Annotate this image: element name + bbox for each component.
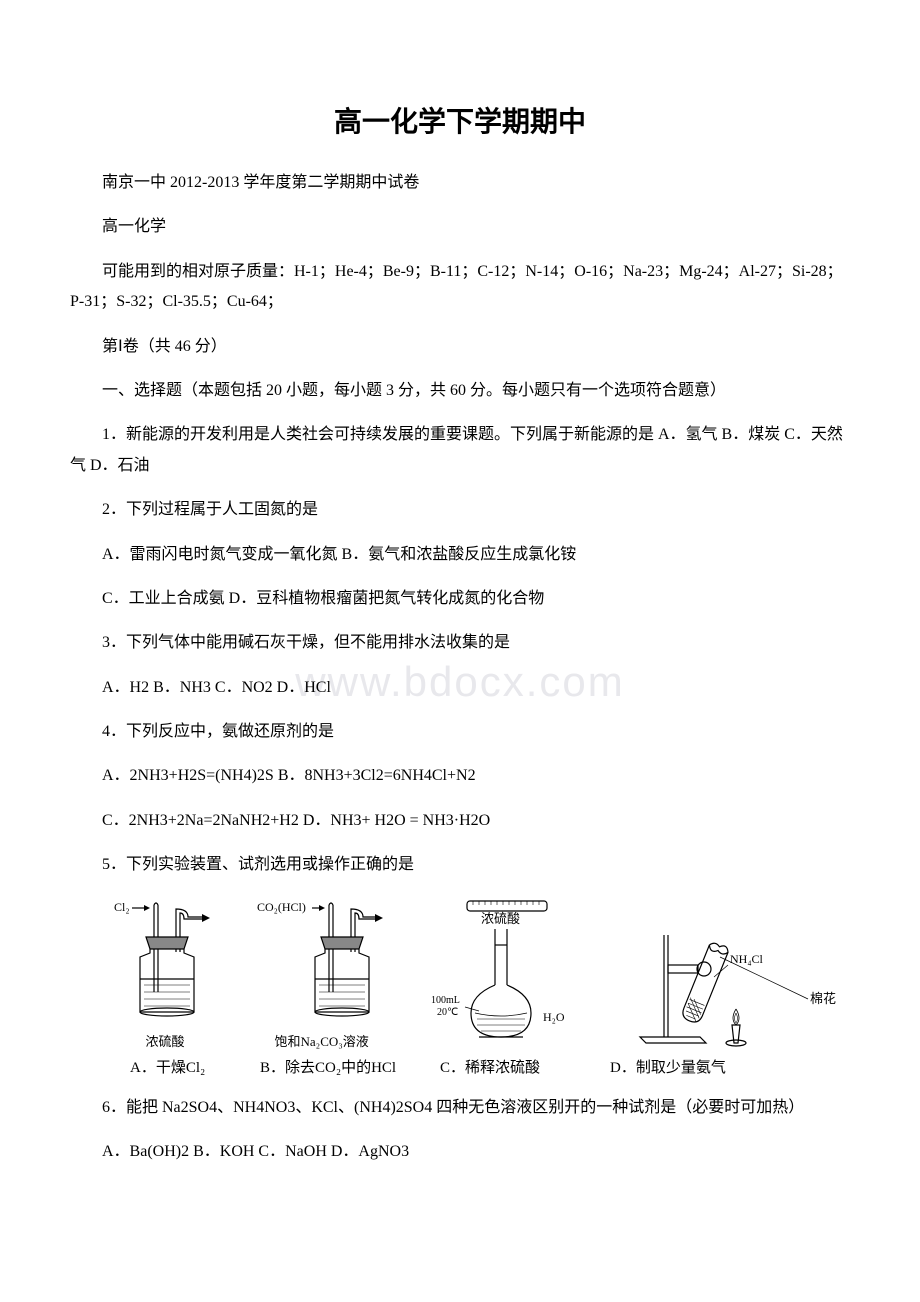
section-line: 第Ⅰ卷（共 46 分）	[70, 332, 850, 362]
question-1: 1．新能源的开发利用是人类社会可持续发展的重要课题。下列属于新能源的是 A．氢气…	[70, 420, 850, 481]
apparatus-b-inlet-label: CO₂(HCl)	[257, 900, 306, 914]
apparatus-d-cotton-label: 棉花	[810, 991, 836, 1006]
apparatus-c-svg: 浓硫酸	[423, 895, 593, 1050]
apparatus-a-label: 浓硫酸	[145, 1031, 184, 1050]
question-4-options-b: C．2NH3+2Na=2NaNH2+H2 D．NH3+ H2O = NH3·H2…	[70, 806, 850, 836]
apparatus-b-label: 饱和Na₂CO₃溶液	[275, 1031, 369, 1050]
question-2-options-b: C．工业上合成氨 D．豆科植物根瘤菌把氮气转化成氮的化合物	[70, 584, 850, 614]
caption-d: D．制取少量氨气	[610, 1056, 726, 1077]
question-4-options-a: A．2NH3+H2S=(NH4)2S B．8NH3+3Cl2=6NH4Cl+N2	[70, 761, 850, 791]
question-2: 2．下列过程属于人工固氮的是	[70, 495, 850, 525]
question-2-options-a: A．雷雨闪电时氮气变成一氧化氮 B．氨气和浓盐酸反应生成氯化铵	[70, 540, 850, 570]
question-6: 6．能把 Na2SO4、NH4NO3、KCl、(NH4)2SO4 四种无色溶液区…	[70, 1093, 850, 1123]
page-title: 高一化学下学期期中	[70, 100, 850, 140]
apparatus-c-top-label: 浓硫酸	[481, 911, 520, 926]
caption-a: A．干燥Cl₂	[130, 1056, 260, 1077]
instructions-line: 一、选择题（本题包括 20 小题，每小题 3 分，共 60 分。每小题只有一个选…	[70, 376, 850, 406]
question-5: 5．下列实验装置、试剂选用或操作正确的是	[70, 850, 850, 880]
apparatus-a-svg: Cl₂	[110, 897, 220, 1027]
caption-c: C．稀释浓硫酸	[440, 1056, 610, 1077]
apparatus-captions: A．干燥Cl₂ B．除去CO₂中的HCl C．稀释浓硫酸 D．制取少量氨气	[130, 1056, 850, 1077]
apparatus-c-flask-label-bot: 20℃	[437, 1007, 458, 1018]
subject-line: 高一化学	[70, 212, 850, 242]
question-4: 4．下列反应中，氨做还原剂的是	[70, 717, 850, 747]
document-content: 高一化学下学期期中 南京一中 2012-2013 学年度第二学期期中试卷 高一化…	[70, 100, 850, 1167]
apparatus-c: 浓硫酸	[423, 895, 593, 1050]
apparatus-c-flask-label-top: 100mL	[431, 995, 460, 1006]
question-3-options: A．H2 B．NH3 C．NO2 D．HCl	[70, 673, 850, 703]
atomic-mass-line: 可能用到的相对原子质量：H-1；He-4；Be-9；B-11；C-12；N-14…	[70, 257, 850, 318]
apparatus-b-svg: CO₂(HCl)	[257, 897, 387, 1027]
apparatus-d: NH₄Cl 棉花	[630, 895, 850, 1050]
apparatus-a-inlet-label: Cl₂	[114, 900, 130, 914]
question-3: 3．下列气体中能用碱石灰干燥，但不能用排水法收集的是	[70, 628, 850, 658]
caption-b: B．除去CO₂中的HCl	[260, 1056, 440, 1077]
apparatus-d-svg: NH₄Cl 棉花	[630, 895, 850, 1050]
apparatus-figure-row: Cl₂	[110, 895, 850, 1050]
question-6-options: A．Ba(OH)2 B．KOH C．NaOH D．AgNO3	[70, 1137, 850, 1167]
apparatus-c-side-label: H₂O	[543, 1010, 565, 1024]
school-line: 南京一中 2012-2013 学年度第二学期期中试卷	[70, 168, 850, 198]
apparatus-a: Cl₂	[110, 897, 220, 1050]
apparatus-b: CO₂(HCl)	[257, 897, 387, 1050]
